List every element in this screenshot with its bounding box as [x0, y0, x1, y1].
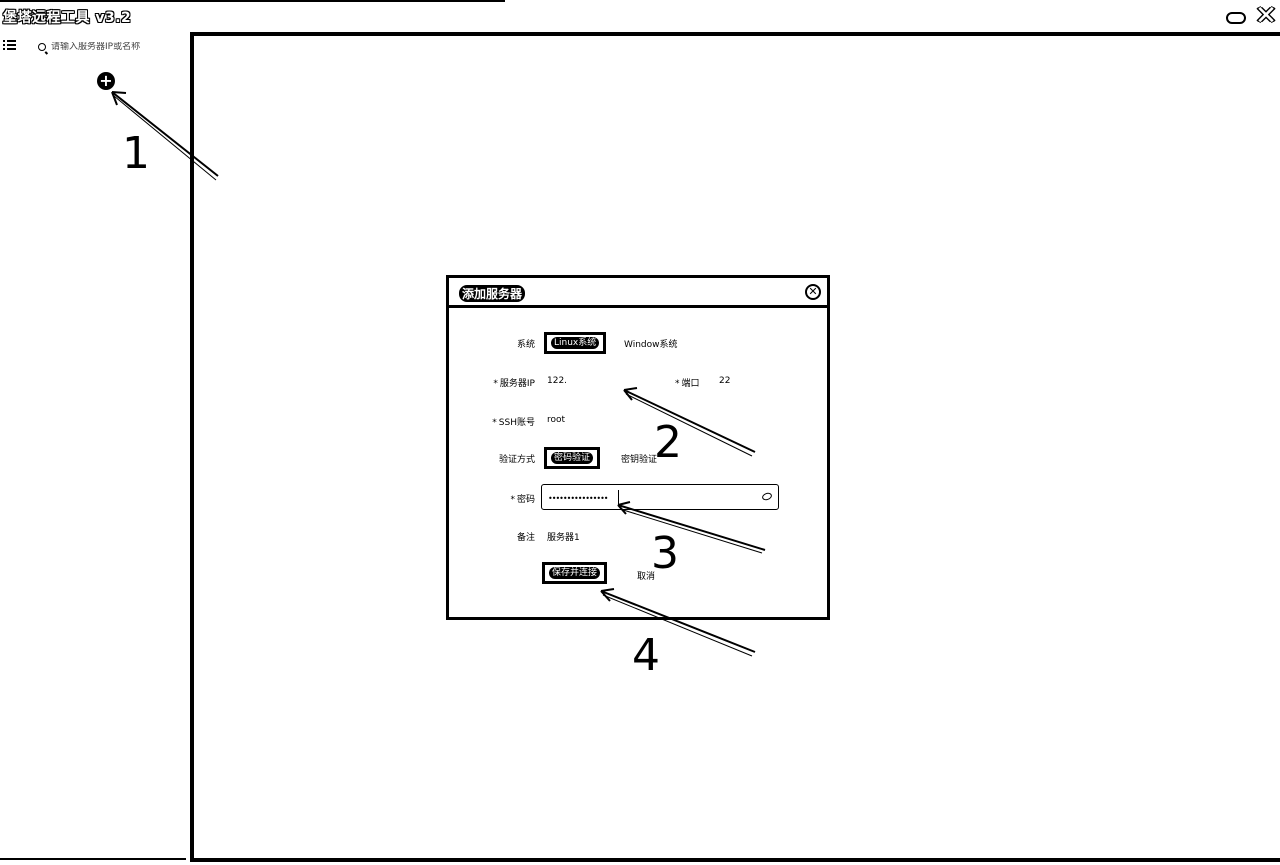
minimize-button[interactable] [1226, 12, 1246, 24]
ssh-input[interactable]: root [547, 415, 566, 425]
port-label: * 端口 [675, 379, 700, 389]
password-input[interactable]: •••••••••••••••• [541, 484, 779, 510]
system-row: 系统 Linux系统 Window系统 [449, 332, 827, 354]
arrow-1 [111, 91, 219, 177]
auth-row: 验证方式 密码验证 密钥验证 [449, 447, 827, 469]
save-and-connect-button[interactable]: 保存并连接 [542, 562, 608, 584]
linux-system-button[interactable]: Linux系统 [544, 332, 607, 354]
port-label-text: 端口 [681, 379, 700, 389]
search-box [38, 40, 188, 54]
ip-label: * 服务器IP [493, 379, 535, 389]
dialog-title: 添加服务器 [459, 285, 526, 302]
cancel-button[interactable]: 取消 [637, 572, 656, 582]
password-label-text: 密码 [516, 495, 535, 505]
text-caret [618, 490, 619, 504]
port-input[interactable]: 22 [719, 376, 731, 386]
arrow-4 [600, 590, 756, 653]
linux-system-label: Linux系统 [551, 337, 600, 349]
password-row: * 密码 •••••••••••••••• [449, 484, 827, 510]
app-title: 堡塔远程工具 v3.2 [3, 10, 132, 26]
add-server-icon[interactable]: + [97, 72, 115, 90]
arrow-1-head [111, 91, 127, 106]
ssh-label-text: SSH账号 [498, 418, 535, 428]
main-content [190, 32, 1280, 862]
search-input[interactable] [51, 42, 181, 52]
title-bar-divider [0, 0, 505, 2]
annotation-step-4: 4 [632, 630, 660, 681]
password-value: •••••••••••••••• [548, 494, 608, 503]
add-server-dialog: 添加服务器 ✕ 系统 Linux系统 Window系统 * 服务器IP 122. … [446, 275, 830, 620]
annotation-step-2: 2 [654, 417, 682, 468]
auth-label: 验证方式 [498, 455, 535, 465]
ip-row: * 服务器IP 122. * 端口 22 [449, 371, 827, 393]
search-icon [38, 43, 46, 51]
system-label: 系统 [516, 340, 535, 350]
remark-input[interactable]: 服务器1 [547, 533, 580, 543]
sidebar: + [0, 32, 190, 865]
dialog-header: 添加服务器 ✕ [449, 278, 827, 308]
close-window-button[interactable]: ✕ [1255, 1, 1277, 31]
key-auth-option[interactable]: 密钥验证 [621, 455, 658, 465]
title-bar: 堡塔远程工具 v3.2 ✕ [0, 0, 1280, 32]
password-label: * 密码 [510, 495, 535, 505]
annotation-step-3: 3 [651, 528, 679, 579]
sidebar-divider [0, 858, 186, 860]
ssh-row: * SSH账号 root [449, 410, 827, 432]
save-and-connect-label: 保存并连接 [549, 567, 601, 579]
dialog-close-icon[interactable]: ✕ [805, 284, 821, 300]
remark-row: 备注 服务器1 [449, 525, 827, 547]
arrow-2 [623, 389, 756, 453]
ssh-label: * SSH账号 [492, 418, 535, 428]
remark-label: 备注 [516, 533, 535, 543]
arrow-3 [617, 504, 766, 551]
password-auth-button[interactable]: 密码验证 [544, 447, 601, 469]
windows-system-option[interactable]: Window系统 [624, 340, 678, 350]
dialog-actions: 保存并连接 取消 [449, 562, 827, 584]
password-auth-label: 密码验证 [551, 452, 594, 464]
annotation-step-1: 1 [122, 128, 150, 179]
ip-label-text: 服务器IP [499, 379, 535, 389]
ip-input[interactable]: 122. [547, 376, 568, 386]
list-icon[interactable] [3, 40, 16, 50]
